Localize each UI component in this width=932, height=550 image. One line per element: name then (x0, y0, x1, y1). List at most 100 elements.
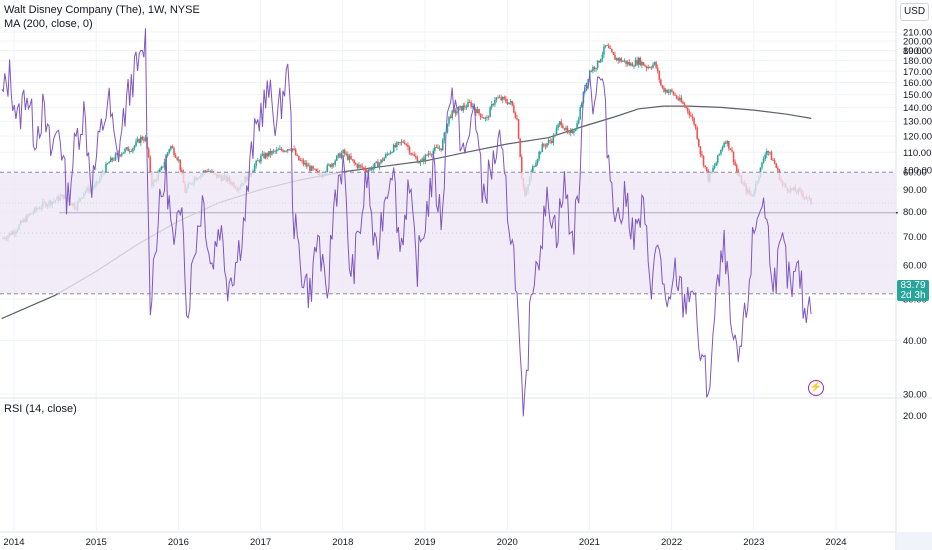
candle-body (599, 58, 602, 63)
candle-body (438, 148, 441, 150)
candle-body (315, 169, 318, 172)
candle-body (666, 89, 668, 93)
candle-body (652, 64, 654, 68)
candle-body (664, 89, 667, 92)
candle-body (633, 66, 635, 67)
candle-body (345, 153, 348, 155)
candle-body (718, 153, 721, 156)
candle-body (111, 157, 114, 161)
candle-body (298, 155, 300, 161)
candle-body (484, 117, 487, 119)
candle-body (471, 105, 474, 107)
candle-body (353, 160, 355, 164)
candle-body (394, 144, 397, 147)
candle-body (728, 141, 730, 149)
candle-body (312, 166, 314, 169)
candle-body (543, 144, 545, 146)
candle-body (704, 165, 706, 167)
time-tick-label: 2020 (497, 537, 518, 548)
candle-body (348, 155, 351, 160)
candle-body (350, 155, 352, 160)
candle-body (170, 146, 172, 150)
candle-body (440, 148, 442, 151)
candle-body (160, 166, 163, 170)
candle-body (498, 97, 501, 99)
candle-body (729, 148, 732, 150)
candle-body (490, 104, 493, 108)
candle-body (620, 58, 623, 62)
candle-body (386, 153, 389, 155)
price-tick-label: 210.00 (903, 28, 932, 39)
price-tick-label: 100.00 (903, 166, 932, 177)
candle-body (443, 132, 446, 141)
candle-body (587, 79, 589, 83)
rsi-title[interactable]: RSI (14, close) (4, 403, 77, 415)
candle-body (713, 165, 716, 169)
candle-body (511, 101, 514, 106)
candle-body (416, 157, 419, 163)
candle-body (272, 150, 275, 152)
candle-body (604, 45, 607, 47)
candle-body (460, 106, 463, 111)
candle-body (712, 168, 714, 172)
candle-body (547, 140, 550, 144)
candle-body (720, 149, 722, 154)
candle-body (419, 160, 422, 163)
candle-body (516, 118, 518, 120)
candle-body (577, 119, 580, 124)
candle-body (495, 97, 498, 100)
candle-body (124, 149, 126, 153)
candle-body (644, 65, 646, 67)
candle-body (478, 109, 480, 114)
time-tick-label: 2017 (250, 537, 271, 548)
candle-body (574, 128, 577, 132)
candle-body (301, 160, 303, 162)
candle-body (661, 85, 664, 89)
candle-body (310, 166, 313, 171)
candle-body (497, 97, 499, 99)
candle-body (343, 149, 346, 155)
candle-body (384, 154, 387, 158)
candle-body (351, 159, 354, 161)
candle-body (688, 111, 691, 116)
candle-body (581, 103, 583, 108)
candle-body (405, 143, 408, 146)
candle-body (326, 165, 329, 172)
symbol-title[interactable]: Walt Disney Company (The), 1W, NYSE (4, 4, 200, 16)
candle-body (628, 62, 631, 66)
candle-body (539, 151, 542, 153)
candle-body (672, 91, 675, 95)
candle-body (637, 57, 640, 65)
currency-button[interactable]: USD (900, 3, 929, 21)
candle-body (427, 153, 430, 156)
candle-body (560, 121, 563, 126)
price-tick-label: 80.00 (903, 207, 927, 218)
candle-body (291, 148, 294, 151)
time-tick-label: 2016 (168, 537, 189, 548)
candle-body (279, 148, 281, 150)
candle-body (335, 155, 338, 161)
rsi-legend: RSI (14, close) (4, 403, 79, 415)
candle-body (509, 101, 512, 103)
candle-body (275, 149, 278, 152)
candle-body (508, 102, 510, 105)
candle-body (296, 155, 299, 156)
candle-body (483, 117, 485, 119)
lightning-icon[interactable]: ⚡ (808, 380, 824, 396)
candle-body (410, 153, 412, 155)
candle-body (486, 116, 488, 118)
candle-body (369, 167, 371, 171)
candle-body (408, 146, 411, 154)
candle-body (614, 54, 616, 60)
candle-body (517, 119, 520, 139)
candle-body (726, 141, 729, 144)
candle-body (538, 151, 540, 160)
candle-body (550, 141, 553, 143)
candle-body (724, 142, 727, 144)
price-tick-label: 170.00 (903, 67, 932, 78)
candle-body (765, 150, 768, 155)
ma-title[interactable]: MA (200, close, 0) (4, 18, 93, 30)
candle-body (773, 160, 776, 164)
candle-body (339, 153, 341, 158)
